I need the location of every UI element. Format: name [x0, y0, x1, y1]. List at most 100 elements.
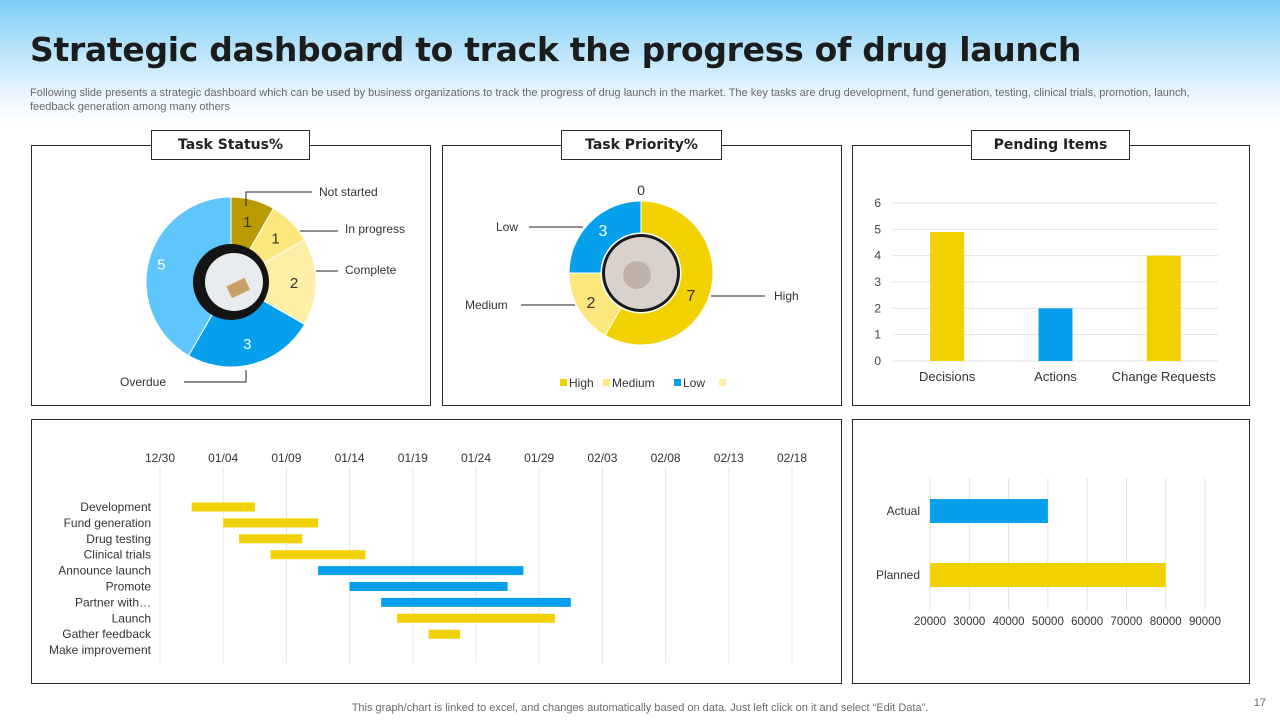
- actual-planned-card: 20000 30000 40000 50000 60000 70000 80000 90000…: [852, 419, 1250, 684]
- legend-swatch-low: [674, 379, 681, 386]
- bar-actual[interactable]: [930, 499, 1048, 523]
- status-label-not-started: Not started: [319, 185, 378, 199]
- task-bar-promote[interactable]: [349, 582, 508, 591]
- status-slice-complete[interactable]: [230, 238, 317, 326]
- legend-swatch-medium: [603, 379, 610, 386]
- status-slice-overdue[interactable]: [187, 281, 306, 368]
- date-tick-label: 01/29: [524, 451, 554, 465]
- date-tick-label: 02/18: [777, 451, 807, 465]
- bar-actions[interactable]: [1038, 308, 1073, 361]
- x-tick-label: Change Requests: [1112, 369, 1217, 384]
- task-label-drug-testing: Drug testing: [86, 532, 151, 546]
- bar-change-requests[interactable]: [1146, 255, 1181, 361]
- callout-line: [245, 191, 312, 206]
- center-photo: [205, 253, 263, 311]
- task-bar-drug-testing[interactable]: [239, 534, 303, 544]
- legend-swatch-high: [560, 379, 567, 386]
- legend-label-medium: Medium: [612, 376, 655, 390]
- actual-vs-planned-chart[interactable]: 20000 30000 40000 50000 60000 70000 80000 90000…: [853, 420, 1249, 683]
- legend-label-high: High: [569, 376, 594, 390]
- date-tick-label: 12/30: [145, 451, 175, 465]
- category-label-actual: Actual: [887, 504, 920, 518]
- callout-line: [184, 370, 247, 383]
- date-tick-label: 02/13: [714, 451, 744, 465]
- y-tick-label: 0: [874, 354, 881, 368]
- legend-swatch-other: [719, 379, 726, 386]
- task-label-announce-launch: Announce launch: [58, 564, 151, 578]
- status-label-in-progress: In progress: [345, 222, 405, 236]
- date-tick-label: 01/09: [271, 451, 301, 465]
- task-label-make-improvement: Make improvement: [49, 643, 152, 657]
- priority-slice-high[interactable]: [604, 200, 714, 346]
- task-label-promote: Promote: [106, 580, 152, 594]
- pending-items-label: Pending Items: [971, 130, 1130, 160]
- date-tick-label: 02/08: [651, 451, 681, 465]
- x-tick-label: 90000: [1189, 616, 1221, 628]
- date-tick-label: 01/04: [208, 451, 238, 465]
- status-data-label: 1: [271, 230, 279, 247]
- priority-slice-low[interactable]: [568, 200, 642, 274]
- footer-note: This graph/chart is linked to excel, and…: [351, 702, 929, 714]
- priority-data-label: 2: [587, 295, 596, 312]
- pending-items-card: 0 1 2 3 4 5 6 Decisions Actions Change Requests: [852, 145, 1250, 406]
- x-tick-label: Decisions: [919, 369, 976, 384]
- task-bar-launch[interactable]: [397, 613, 555, 623]
- legend-label-low: Low: [683, 376, 705, 390]
- task-priority-chart[interactable]: 7 2 3 0 High Medium Low High Medium Low: [443, 146, 841, 405]
- task-label-launch: Launch: [112, 611, 151, 625]
- x-tick-label: 30000: [953, 616, 985, 628]
- y-tick-label: 2: [874, 301, 881, 315]
- task-bar-gather-feedback[interactable]: [428, 629, 461, 639]
- priority-label-high: High: [774, 289, 799, 303]
- task-bar-clinical-trials[interactable]: [270, 550, 366, 560]
- task-label-partner-with: Partner with…: [75, 595, 151, 609]
- task-bar-development[interactable]: [191, 502, 255, 512]
- bar-decisions[interactable]: [930, 231, 965, 361]
- y-tick-label: 4: [874, 249, 881, 263]
- status-data-label: 1: [243, 214, 251, 231]
- task-priority-card: 7 2 3 0 High Medium Low High Medium Low: [442, 145, 842, 406]
- task-label-clinical-trials: Clinical trials: [84, 548, 151, 562]
- page-title: Strategic dashboard to track the progres…: [30, 30, 1082, 69]
- status-slice-other[interactable]: [145, 196, 232, 357]
- status-data-label: 5: [157, 256, 165, 273]
- y-tick-label: 1: [874, 328, 881, 342]
- x-tick-label: 50000: [1032, 616, 1064, 628]
- task-label-gather-feedback: Gather feedback: [62, 627, 152, 641]
- x-tick-label: 20000: [914, 616, 946, 628]
- photo-hand: [623, 261, 651, 289]
- date-tick-label: 01/24: [461, 451, 491, 465]
- task-bar-fund-generation[interactable]: [223, 518, 318, 528]
- page-number: 17: [1253, 697, 1266, 709]
- priority-data-label: 3: [599, 223, 608, 240]
- priority-label-medium: Medium: [465, 298, 508, 312]
- task-bar-partner-with[interactable]: [381, 597, 571, 607]
- bar-planned[interactable]: [930, 563, 1166, 587]
- x-tick-label: 70000: [1110, 616, 1142, 628]
- task-label-fund-generation: Fund generation: [64, 516, 151, 530]
- priority-label-low: Low: [496, 220, 518, 234]
- pending-items-chart[interactable]: 0 1 2 3 4 5 6 Decisions Actions Change Requests: [853, 146, 1249, 405]
- date-tick-label: 01/14: [335, 451, 365, 465]
- priority-data-label: 0: [637, 182, 645, 198]
- header-banner: [0, 0, 1280, 125]
- status-data-label: 3: [243, 336, 251, 353]
- task-bar-announce-launch[interactable]: [318, 566, 524, 576]
- photo-pills: [226, 277, 251, 299]
- task-status-chart[interactable]: 1 1 2 3 5 Not started In progress Complete Overd…: [32, 146, 430, 405]
- y-tick-label: 3: [874, 275, 881, 289]
- task-status-label: Task Status%: [151, 130, 310, 160]
- page-subtitle: Following slide presents a strategic das…: [30, 87, 1190, 113]
- priority-data-label: 7: [687, 288, 696, 305]
- gantt-card: 12/30 01/04 01/09 01/14 01/19 01/24 01/29 02/03…: [31, 419, 842, 684]
- x-tick-label: 60000: [1071, 616, 1103, 628]
- status-data-label: 2: [290, 275, 298, 292]
- task-priority-label: Task Priority%: [561, 130, 722, 160]
- date-tick-label: 01/19: [398, 451, 428, 465]
- x-tick-label: 80000: [1150, 616, 1182, 628]
- y-tick-label: 5: [874, 222, 881, 236]
- status-label-complete: Complete: [345, 263, 397, 277]
- status-label-overdue: Overdue: [120, 375, 166, 389]
- date-tick-label: 02/03: [587, 451, 617, 465]
- gantt-chart[interactable]: 12/30 01/04 01/09 01/14 01/19 01/24 01/29 02/03…: [32, 420, 841, 683]
